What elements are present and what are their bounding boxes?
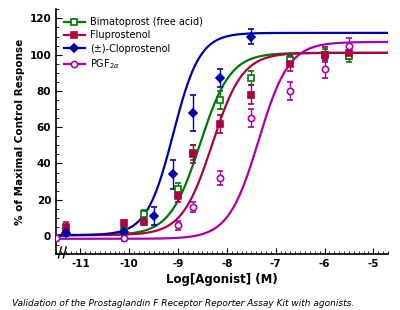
- Legend: Bimatoprost (free acid), Fluprostenol, (±)-Cloprostenol, PGF$_{2\alpha}$: Bimatoprost (free acid), Fluprostenol, (…: [61, 14, 206, 74]
- Text: Validation of the Prostaglandin F Receptor Reporter Assay Kit with agonists.: Validation of the Prostaglandin F Recept…: [12, 299, 354, 308]
- Y-axis label: % of Maximal Control Response: % of Maximal Control Response: [15, 39, 25, 225]
- X-axis label: Log[Agonist] (M): Log[Agonist] (M): [166, 273, 278, 286]
